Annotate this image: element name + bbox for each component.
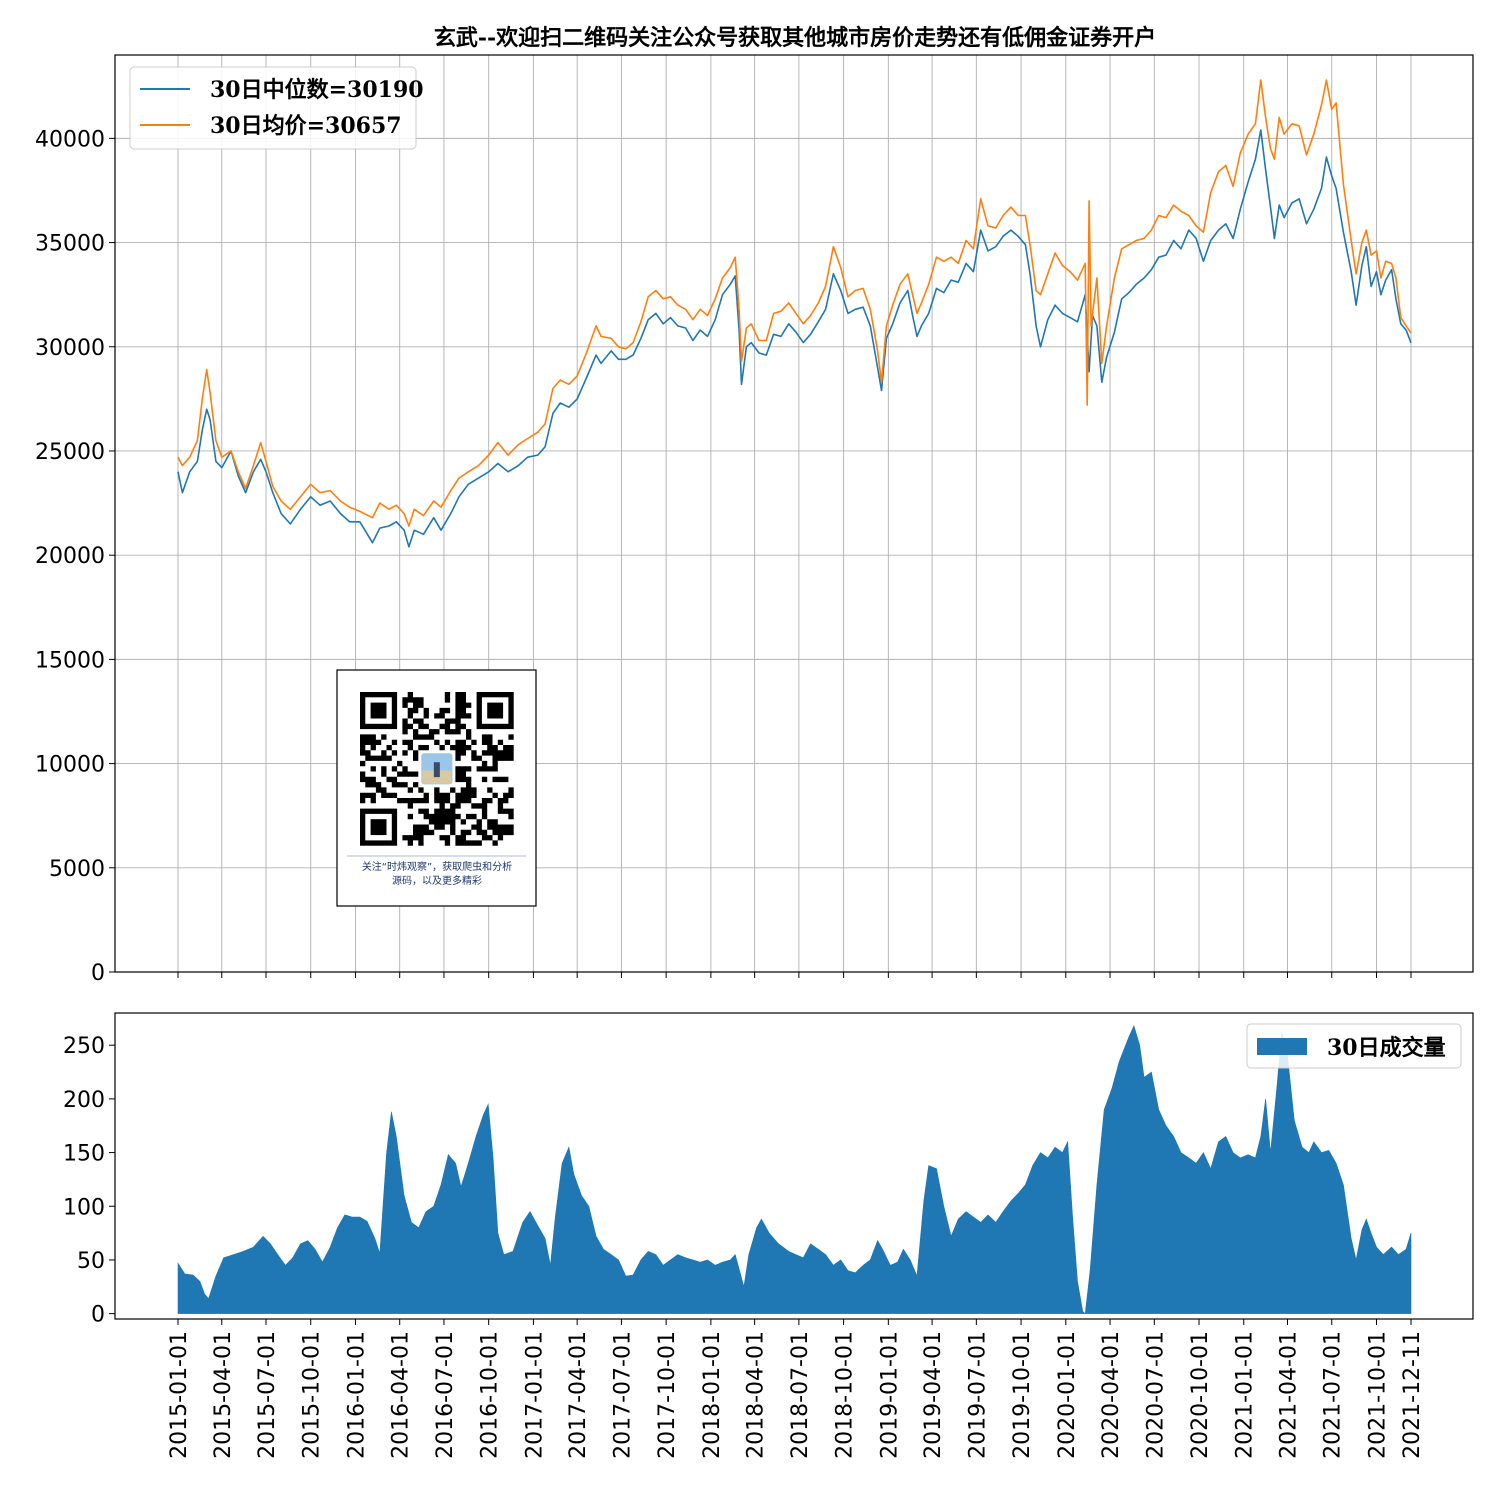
- price-legend: 30日中位数=30190 30日均价=30657: [129, 66, 424, 150]
- volume-y-tick-label: 200: [63, 1088, 105, 1113]
- qr-finder-core: [487, 702, 504, 719]
- volume-y-tick-label: 0: [91, 1303, 105, 1328]
- volume-y-tick-label: 150: [63, 1142, 105, 1167]
- x-tick-label: 2020-07-01: [1143, 1331, 1168, 1459]
- x-tick-label: 2016-01-01: [344, 1331, 369, 1459]
- x-tick-label: 2019-04-01: [921, 1331, 946, 1459]
- x-tick-label: 2016-10-01: [478, 1331, 503, 1459]
- volume-legend: 30日成交量: [1246, 1023, 1462, 1069]
- x-tick-label: 2021-12-11: [1400, 1331, 1425, 1459]
- price-axes-frame: [114, 54, 1474, 973]
- price-y-tick-label: 15000: [35, 648, 105, 673]
- price-y-tick-label: 5000: [49, 857, 105, 882]
- x-tick-label: 2019-01-01: [877, 1331, 902, 1459]
- x-tick-label: 2018-01-01: [700, 1331, 725, 1459]
- price-panel: 0 5000 10000 15000 20000 25000 30000 35000 40000…: [35, 54, 1474, 986]
- x-tick-label: 2017-10-01: [655, 1331, 680, 1459]
- x-tick-label: 2015-01-01: [167, 1331, 192, 1459]
- x-tick-label: 2021-01-01: [1233, 1331, 1258, 1459]
- qr-finder-core: [370, 819, 387, 836]
- x-tick-label: 2021-07-01: [1321, 1331, 1346, 1459]
- median-price-line: [177, 129, 1412, 548]
- x-tick-label: 2018-10-01: [833, 1331, 858, 1459]
- qr-finder-core: [370, 702, 387, 719]
- volume-area-fill: [177, 1025, 1412, 1315]
- x-tick-label: 2015-04-01: [211, 1331, 236, 1459]
- x-tick-label: 2016-04-01: [389, 1331, 414, 1459]
- qr-code-image: [360, 692, 514, 846]
- mean-price-line: [177, 79, 1412, 527]
- volume-area: [177, 1025, 1412, 1315]
- chart-title: 玄武--欢迎扫二维码关注公众号获取其他城市房价走势还有低佣金证券开户: [434, 25, 1156, 51]
- price-x-tick-marks: [177, 972, 1412, 978]
- price-y-tick-label: 40000: [35, 127, 105, 152]
- volume-x-ticks: 2015-01-01 2015-04-01 2015-07-01 2015-10-01…: [167, 1319, 1425, 1459]
- legend-label-median: 30日中位数=30190: [210, 77, 424, 103]
- x-tick-label: 2017-04-01: [566, 1331, 591, 1459]
- volume-legend-frame: [1246, 1023, 1462, 1069]
- qr-avatar-figure: [433, 762, 440, 778]
- volume-y-tick-label: 250: [63, 1034, 105, 1059]
- volume-y-tick-label: 50: [77, 1249, 105, 1274]
- x-tick-label: 2021-04-01: [1277, 1331, 1302, 1459]
- volume-y-ticks: 0 50 100 150 200 250: [63, 1034, 115, 1328]
- price-lines: [177, 79, 1412, 548]
- x-tick-label: 2018-07-01: [788, 1331, 813, 1459]
- volume-axes-frame: [114, 1012, 1474, 1320]
- qr-code-badge: 关注“时炜观察”，获取爬虫和分析 源码，以及更多精彩: [336, 669, 537, 907]
- x-tick-label: 2018-04-01: [744, 1331, 769, 1459]
- x-tick-label: 2017-07-01: [610, 1331, 635, 1459]
- x-tick-label: 2020-04-01: [1099, 1331, 1124, 1459]
- price-y-tick-label: 10000: [35, 753, 105, 778]
- price-y-tick-label: 30000: [35, 336, 105, 361]
- x-tick-label: 2015-10-01: [300, 1331, 325, 1459]
- qr-modules: [360, 692, 514, 846]
- price-y-tick-label: 20000: [35, 544, 105, 569]
- qr-caption-line2: 源码，以及更多精彩: [392, 874, 482, 887]
- qr-caption-line1: 关注“时炜观察”，获取爬虫和分析: [362, 860, 512, 873]
- price-legend-frame: [129, 66, 417, 150]
- x-tick-label: 2015-07-01: [255, 1331, 280, 1459]
- x-tick-label: 2020-01-01: [1055, 1331, 1080, 1459]
- x-tick-label: 2017-01-01: [522, 1331, 547, 1459]
- price-y-ticks: 0 5000 10000 15000 20000 25000 30000 35000 40000: [35, 127, 115, 986]
- x-tick-label: 2021-10-01: [1365, 1331, 1390, 1459]
- x-tick-label: 2016-07-01: [433, 1331, 458, 1459]
- price-y-tick-label: 35000: [35, 232, 105, 257]
- volume-y-tick-label: 100: [63, 1195, 105, 1220]
- x-tick-label: 2019-07-01: [965, 1331, 990, 1459]
- x-tick-label: 2019-10-01: [1010, 1331, 1035, 1459]
- legend-label-volume: 30日成交量: [1327, 1035, 1446, 1061]
- price-y-tick-label: 0: [91, 961, 105, 986]
- price-y-tick-label: 25000: [35, 440, 105, 465]
- x-tick-label: 2020-10-01: [1188, 1331, 1213, 1459]
- legend-label-mean: 30日均价=30657: [210, 113, 402, 139]
- legend-swatch-volume: [1257, 1038, 1307, 1055]
